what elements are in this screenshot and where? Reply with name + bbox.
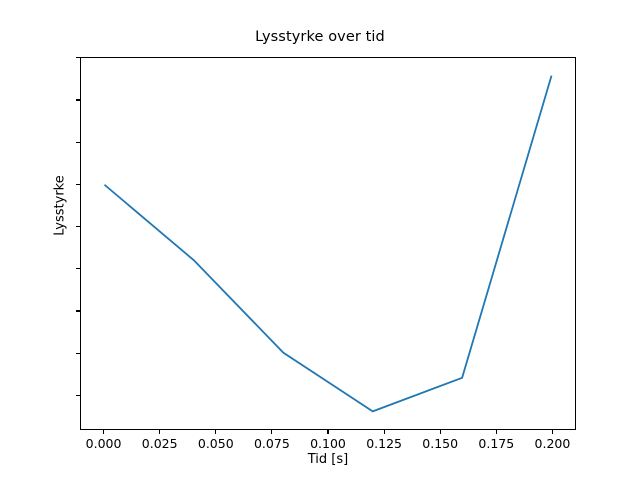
x-tick-label: 0.200 — [534, 436, 571, 451]
y-tick-mark — [76, 183, 80, 185]
x-tick-mark — [551, 430, 553, 434]
x-tick-mark — [159, 430, 161, 434]
x-tick-mark — [215, 430, 217, 434]
y-tick-mark — [76, 394, 80, 396]
x-tick-label: 0.100 — [310, 436, 346, 451]
x-tick-label: 0.000 — [85, 436, 122, 451]
y-tick-mark — [76, 352, 80, 354]
y-tick-mark — [76, 99, 80, 101]
x-tick-mark — [271, 430, 273, 434]
x-tick-label: 0.075 — [253, 436, 290, 451]
y-tick-mark — [76, 141, 80, 143]
x-tick-mark — [383, 430, 385, 434]
y-tick-mark — [76, 310, 80, 312]
x-tick-label: 0.050 — [197, 436, 234, 451]
x-tick-mark — [439, 430, 441, 434]
line-series-lysstyrke — [103, 75, 553, 413]
x-tick-mark — [495, 430, 497, 434]
plot-area — [80, 57, 576, 430]
x-tick-label: 0.125 — [366, 436, 402, 451]
x-tick-label: 0.175 — [478, 436, 515, 451]
data-line-series — [103, 75, 553, 413]
x-axis-label: Tid [s] — [307, 452, 349, 467]
y-tick-mark — [76, 226, 80, 228]
x-tick-mark — [103, 430, 105, 434]
y-tick-mark — [76, 268, 80, 270]
chart-title: Lysstyrke over tid — [255, 29, 385, 45]
x-tick-label: 0.025 — [141, 436, 178, 451]
y-tick-mark — [76, 57, 80, 59]
x-tick-mark — [327, 430, 329, 434]
y-axis-label: Lysstyrke — [52, 175, 68, 236]
x-tick-label: 0.150 — [422, 436, 459, 451]
